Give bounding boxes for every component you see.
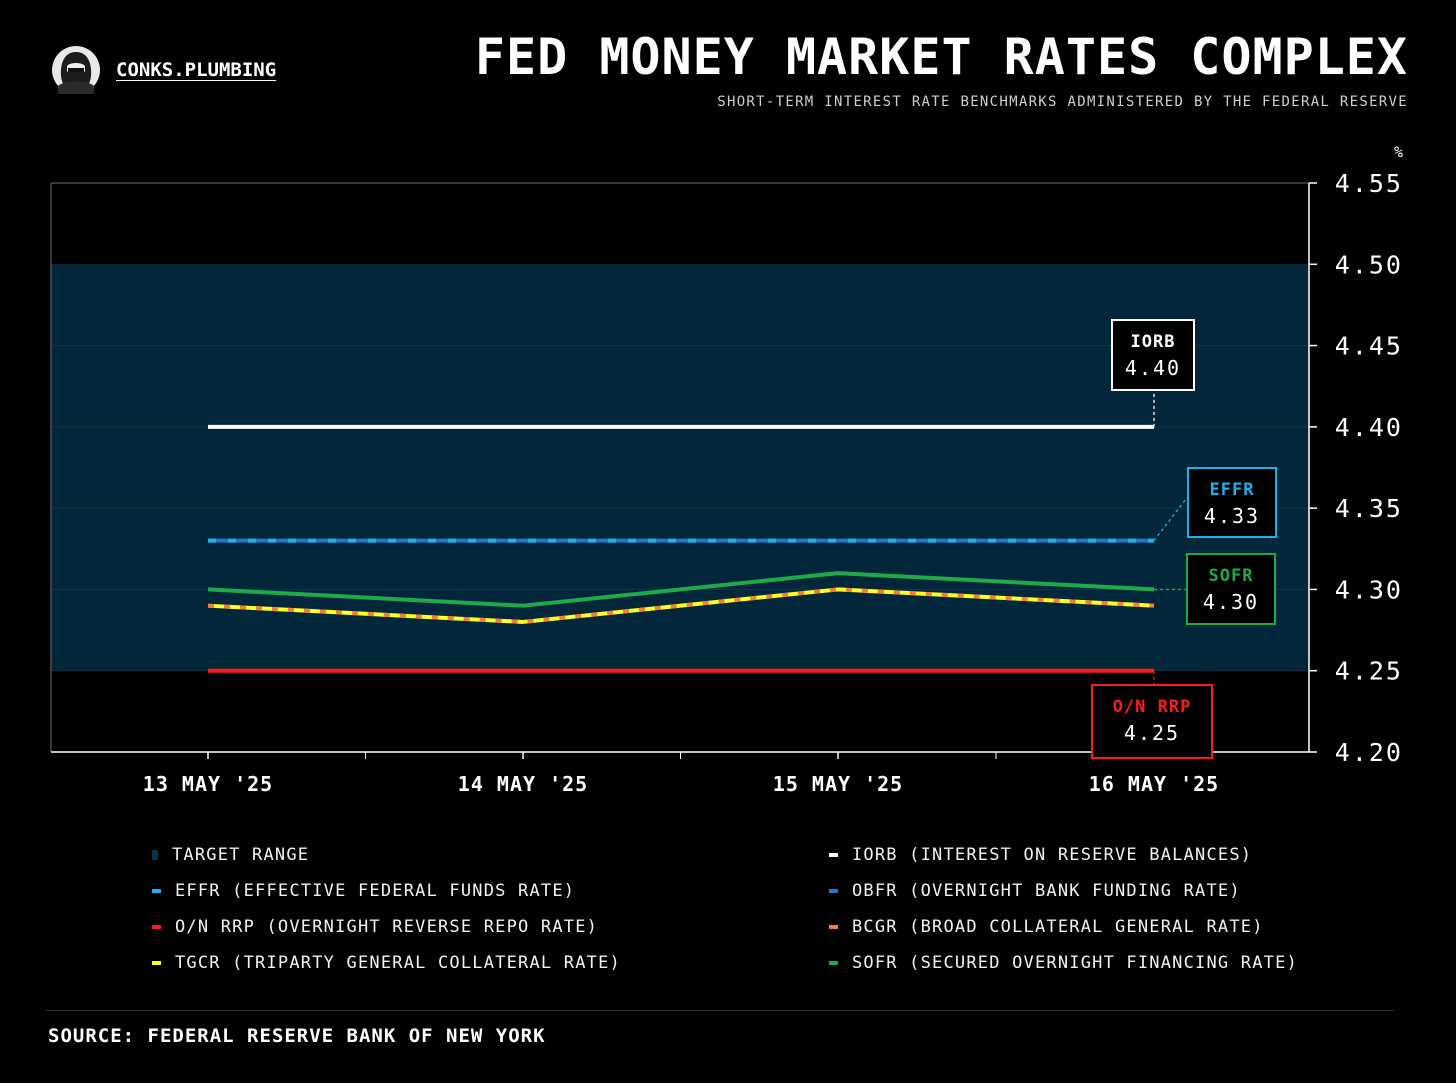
- callout-label: EFFR: [1210, 480, 1255, 500]
- callout-label: SOFR: [1209, 566, 1254, 586]
- y-tick-label: 4.20: [1335, 738, 1403, 767]
- callout-value: 4.33: [1204, 504, 1260, 528]
- callout-box: [1111, 319, 1195, 391]
- hooded-figure-avatar-icon: [52, 46, 100, 94]
- y-tick-label: 4.45: [1335, 332, 1403, 361]
- rates-line-chart: 4.55 4.50 4.45 4.40 4.35 4.30 4.25 4.20% 13 MAY …: [50, 143, 1403, 796]
- footer-divider: [46, 1010, 1394, 1011]
- legend-swatch: [829, 925, 838, 929]
- callout-effr: EFFR 4.33: [1153, 467, 1277, 542]
- callout-box: [1187, 467, 1277, 538]
- legend-item-tgcr: TGCR (TRIPARTY GENERAL COLLATERAL RATE): [152, 952, 829, 974]
- callout-sofr: SOFR 4.30: [1154, 553, 1276, 625]
- chart-subtitle: SHORT-TERM INTEREST RATE BENCHMARKS ADMI…: [717, 94, 1408, 110]
- legend-swatch: [152, 925, 161, 929]
- y-tick-label: 4.35: [1335, 494, 1403, 523]
- chart-title: FED MONEY MARKET RATES COMPLEX: [474, 28, 1408, 86]
- legend-item-target: TARGET RANGE: [152, 844, 829, 866]
- brand: CONKS.PLUMBING: [52, 46, 276, 94]
- legend-label: BCGR (BROAD COLLATERAL GENERAL RATE): [852, 917, 1264, 937]
- legend-label: OBFR (OVERNIGHT BANK FUNDING RATE): [852, 881, 1241, 901]
- y-tick-label: 4.25: [1335, 657, 1403, 686]
- callout-box: [1091, 684, 1213, 759]
- series-line-tgcr: [207, 587, 1155, 624]
- y-tick-label: 4.30: [1335, 575, 1403, 604]
- callout-label: IORB: [1131, 332, 1176, 352]
- legend-swatch: [829, 853, 838, 857]
- legend-label: EFFR (EFFECTIVE FEDERAL FUNDS RATE): [175, 881, 576, 901]
- legend-swatch: [152, 889, 161, 893]
- y-tick-label: 4.50: [1335, 250, 1403, 279]
- legend-item-onrrp: O/N RRP (OVERNIGHT REVERSE REPO RATE): [152, 916, 829, 938]
- legend-item-sofr: SOFR (SECURED OVERNIGHT FINANCING RATE): [829, 952, 1352, 974]
- y-unit-label: %: [1394, 143, 1403, 161]
- chart-legend: TARGET RANGE IORB (INTEREST ON RESERVE BA…: [152, 844, 1352, 974]
- callout-value: 4.40: [1125, 356, 1181, 380]
- series-line-sofr: [207, 571, 1155, 608]
- legend-swatch: [152, 961, 161, 965]
- callout-iorb: IORB 4.40: [1111, 319, 1195, 427]
- legend-item-effr: EFFR (EFFECTIVE FEDERAL FUNDS RATE): [152, 880, 829, 902]
- legend-swatch: [829, 961, 838, 965]
- callout-label: O/N RRP: [1113, 697, 1192, 717]
- callout-onrrp: O/N RRP 4.25: [1091, 670, 1213, 759]
- y-tick-label: 4.40: [1335, 413, 1403, 442]
- legend-label: TGCR (TRIPARTY GENERAL COLLATERAL RATE): [175, 953, 621, 973]
- brand-link[interactable]: CONKS.PLUMBING: [116, 59, 277, 81]
- callout-box: [1186, 553, 1276, 625]
- legend-label: TARGET RANGE: [172, 845, 310, 865]
- x-tick-label: 16 MAY '25: [1089, 772, 1219, 796]
- legend-swatch: [152, 850, 158, 860]
- legend-label: O/N RRP (OVERNIGHT REVERSE REPO RATE): [175, 917, 599, 937]
- source-note: SOURCE: FEDERAL RESERVE BANK OF NEW YORK: [48, 1025, 546, 1047]
- callout-value: 4.30: [1203, 590, 1259, 614]
- y-tick-label: 4.55: [1335, 169, 1403, 198]
- legend-item-obfr: OBFR (OVERNIGHT BANK FUNDING RATE): [829, 880, 1352, 902]
- callout-value: 4.25: [1124, 721, 1180, 745]
- x-tick-label: 14 MAY '25: [458, 772, 588, 796]
- legend-label: IORB (INTEREST ON RESERVE BALANCES): [852, 845, 1253, 865]
- legend-swatch: [829, 889, 838, 893]
- x-tick-label: 13 MAY '25: [143, 772, 273, 796]
- x-tick-label: 15 MAY '25: [773, 772, 903, 796]
- legend-item-iorb: IORB (INTEREST ON RESERVE BALANCES): [829, 844, 1352, 866]
- legend-label: SOFR (SECURED OVERNIGHT FINANCING RATE): [852, 953, 1298, 973]
- legend-item-bcgr: BCGR (BROAD COLLATERAL GENERAL RATE): [829, 916, 1352, 938]
